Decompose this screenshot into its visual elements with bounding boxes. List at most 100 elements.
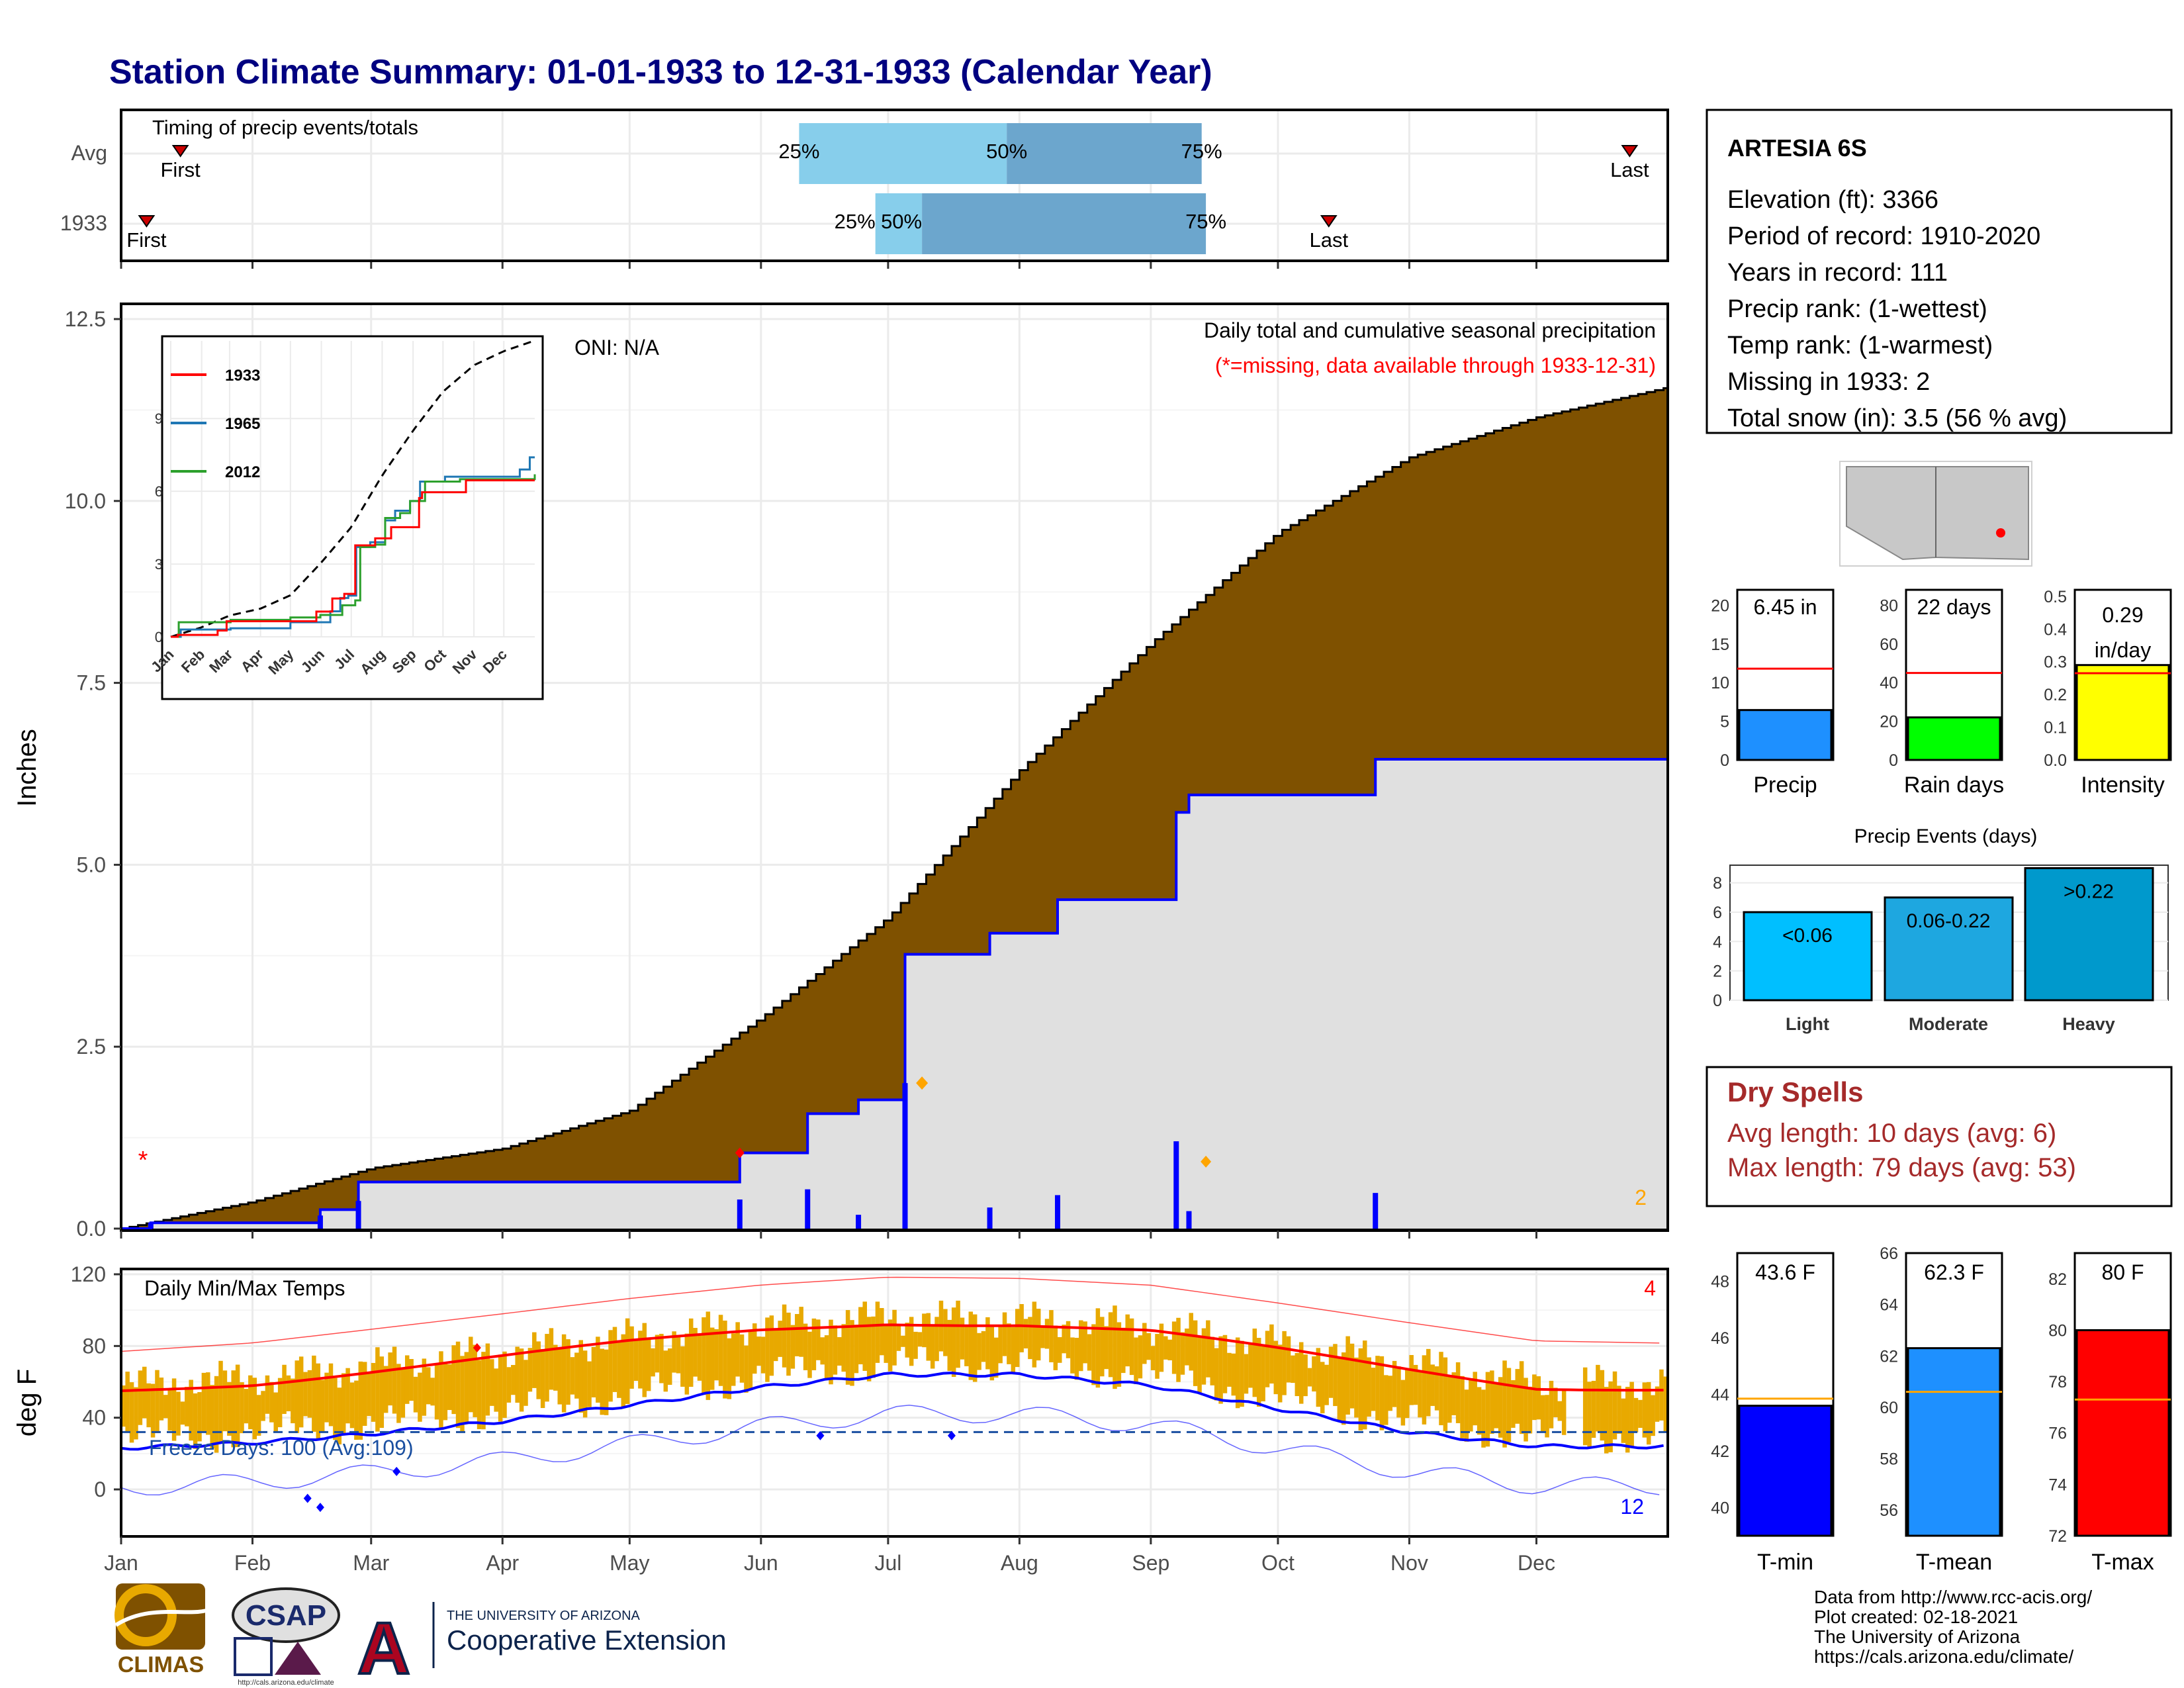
daily-temp-bar — [1651, 1395, 1655, 1436]
daily-temp-bar — [189, 1380, 193, 1441]
daily-temp-bar — [829, 1319, 833, 1385]
daily-temp-bar — [1058, 1336, 1062, 1363]
mini-bar-tick: 20 — [1711, 596, 1729, 615]
month-label: Feb — [234, 1551, 271, 1575]
daily-temp-bar — [858, 1307, 863, 1365]
daily-temp-bar — [1392, 1360, 1397, 1407]
events-bar-value: >0.22 — [2064, 880, 2114, 902]
daily-precip-bar — [317, 1215, 323, 1229]
record-marker — [1201, 1155, 1212, 1168]
mini-bar-value — [2075, 664, 2170, 761]
daily-temp-bar — [1231, 1353, 1236, 1396]
daily-temp-bar — [426, 1367, 431, 1405]
daily-temp-bar — [443, 1362, 448, 1421]
mini-bar-value-label: in/day — [2095, 638, 2151, 662]
daily-temp-bar — [752, 1323, 757, 1374]
daily-temp-bar — [396, 1364, 401, 1423]
temp-record-marker — [473, 1343, 481, 1353]
mini-bar-value — [1907, 716, 2001, 761]
events-bar-label: Light — [1786, 1014, 1829, 1034]
daily-temp-bar — [121, 1385, 126, 1427]
temp-bar-tick: 56 — [1880, 1501, 1898, 1520]
daily-temp-bar — [349, 1382, 355, 1429]
precip-panel: 0.0 2.5 5.0 7.5 10.0 12.5 Inches ONI: N/A Dai… — [13, 303, 1669, 1241]
daily-temp-bar — [523, 1360, 528, 1406]
events-y-tick: 2 — [1713, 962, 1722, 981]
daily-temp-bar — [464, 1352, 469, 1423]
daily-temp-bar — [702, 1317, 706, 1395]
record-high-line — [120, 1276, 1660, 1352]
temp-bar-tick: 40 — [1711, 1499, 1729, 1517]
station-info-line: Period of record: 1910-2020 — [1727, 222, 2040, 250]
daily-temp-bar — [125, 1372, 130, 1433]
mini-bar-tick: 40 — [1880, 674, 1898, 692]
daily-temp-bar — [197, 1392, 202, 1442]
daily-temp-bar — [744, 1345, 749, 1393]
timing-row-label-year: 1933 — [60, 211, 107, 235]
daily-temp-bar — [1176, 1317, 1181, 1382]
daily-temp-bar — [1413, 1364, 1418, 1405]
precip-events-chart: Precip Events (days) 0 2 4 6 8 <0.06 Light 0.06… — [1713, 825, 2169, 1034]
mini-bar-tick: 0.4 — [2044, 620, 2067, 639]
mini-bar-value-label: 6.45 in — [1753, 595, 1817, 619]
daily-temp-bar — [875, 1301, 880, 1363]
daily-temp-bar — [901, 1335, 905, 1347]
precip-header: Daily total and cumulative seasonal prec… — [1204, 318, 1656, 342]
missing-note: (*=missing, data available through 1933-… — [1215, 353, 1656, 377]
daily-temp-bar — [1100, 1317, 1105, 1377]
daily-temp-bar — [684, 1333, 690, 1395]
daily-temp-bar — [434, 1363, 439, 1420]
timing-title: Timing of precip events/totals — [152, 116, 418, 139]
daily-temp-bar — [1409, 1355, 1414, 1405]
events-bar-label: Moderate — [1909, 1014, 1988, 1034]
temp-y-tick: 40 — [82, 1406, 106, 1430]
temperature-bars: 40 42 44 46 48 43.6 F T-min 56 58 60 62 64 66 62.3 F T… — [1711, 1244, 2172, 1575]
daily-temp-bar — [1028, 1317, 1032, 1360]
daily-temp-bar — [1604, 1387, 1609, 1454]
station-info-line: Elevation (ft): 3366 — [1727, 186, 1938, 214]
daily-temp-bar — [1185, 1328, 1189, 1366]
footer-line: Data from http://www.rcc-acis.org/ — [1814, 1587, 2092, 1607]
precip-y-axis-label: Inches — [13, 729, 42, 807]
timing-p75-label: 75% — [1181, 140, 1222, 163]
daily-temp-bar — [1638, 1399, 1643, 1429]
daily-temp-bar — [917, 1332, 923, 1347]
daily-temp-bar — [1011, 1327, 1016, 1374]
daily-temp-bar — [680, 1346, 685, 1387]
daily-temp-bar — [150, 1383, 156, 1438]
temp-bar-value — [1907, 1347, 2001, 1537]
year-cumulative-line — [121, 758, 1668, 1230]
daily-temp-bar — [714, 1329, 719, 1381]
inset-y-tick: 3 — [155, 556, 163, 573]
daily-temp-bar — [1104, 1326, 1109, 1370]
daily-temp-bar — [341, 1373, 346, 1434]
daily-temp-bar — [981, 1331, 986, 1362]
daily-temp-bar — [591, 1346, 596, 1398]
station-info-line: Temp rank: (1-warmest) — [1727, 332, 1993, 359]
temp-bar-value — [1738, 1405, 1833, 1537]
daily-temp-bar — [688, 1318, 694, 1387]
daily-temp-bar — [570, 1357, 575, 1395]
timing-row-label-avg: Avg — [71, 141, 107, 165]
daily-temp-bar — [1633, 1397, 1639, 1432]
mini-bar-tick: 20 — [1880, 713, 1898, 731]
csap-url: http://cals.arizona.edu/climate — [238, 1679, 334, 1687]
daily-temp-bar — [252, 1378, 257, 1440]
daily-temp-bar — [540, 1348, 545, 1409]
daily-temp-bar — [481, 1352, 486, 1430]
daily-temp-bar — [244, 1389, 249, 1424]
daily-temp-bar — [1032, 1301, 1037, 1368]
daily-temp-bar — [1524, 1378, 1528, 1442]
mini-bar-tick: 0.2 — [2044, 686, 2067, 704]
precip-events-title: Precip Events (days) — [1854, 825, 2038, 847]
daily-temp-bar — [765, 1317, 770, 1382]
daily-temp-bar — [312, 1355, 316, 1432]
daily-precip-bar — [902, 1083, 908, 1229]
month-label: Sep — [1132, 1551, 1169, 1575]
daily-temp-bar — [922, 1313, 927, 1348]
daily-temp-bar — [871, 1316, 876, 1378]
daily-temp-bar — [439, 1351, 443, 1428]
daily-temp-bar — [774, 1328, 778, 1362]
daily-temp-bar — [625, 1318, 630, 1404]
